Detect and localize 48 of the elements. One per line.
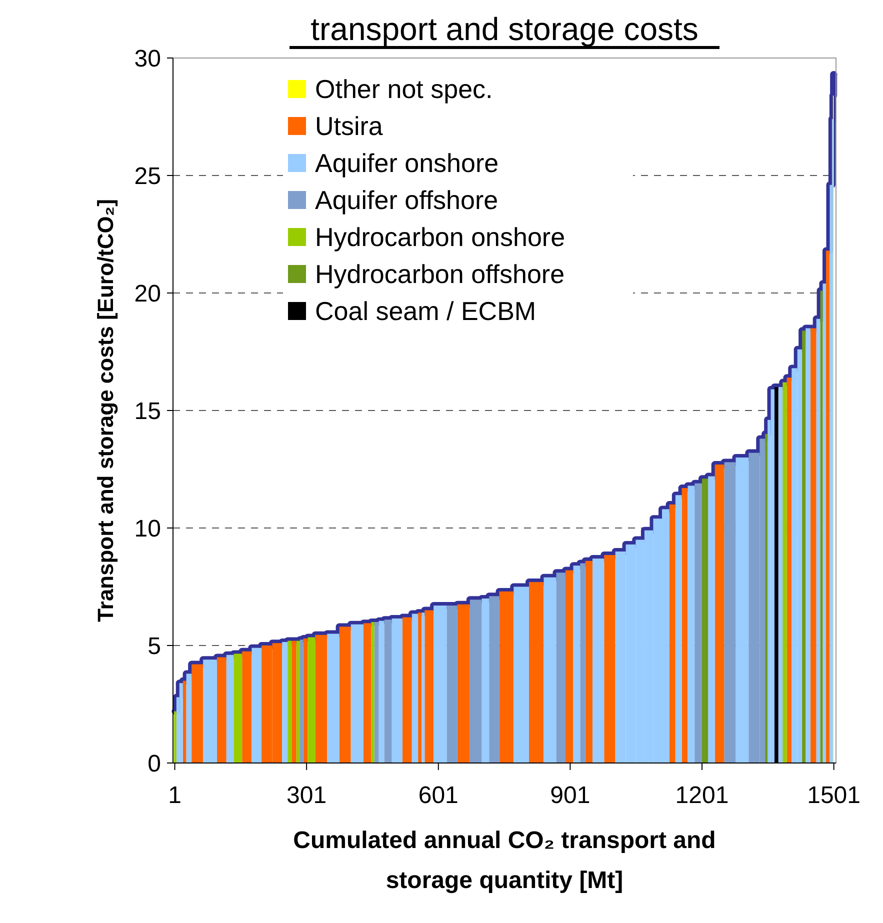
legend-label: Coal seam / ECBM (315, 296, 536, 326)
bar (296, 640, 300, 763)
x-tick-label: 1201 (675, 782, 729, 809)
legend-label: Other not spec. (315, 74, 493, 104)
bar (288, 640, 292, 763)
y-tick-label: 10 (134, 515, 161, 542)
y-tick-label: 25 (134, 162, 161, 190)
bar (371, 622, 374, 763)
legend-label: Aquifer offshore (315, 185, 498, 216)
legend-label: Utsira (315, 111, 384, 142)
y-tick-label: 20 (134, 280, 161, 308)
bar (186, 674, 192, 763)
bar (708, 476, 715, 763)
y-axis-title: Transport and storage costs [Euro/tCO₂] (93, 199, 118, 622)
bar (765, 434, 768, 763)
bar (694, 483, 702, 763)
bar (242, 651, 252, 763)
bar (482, 598, 490, 763)
chart-title: transport and storage costs (310, 11, 698, 47)
bar (216, 657, 226, 763)
x-tick-label: 901 (550, 782, 590, 809)
bar (384, 620, 392, 763)
y-tick-label: 5 (148, 632, 161, 660)
y-tick-label: 0 (148, 750, 161, 778)
bar (573, 566, 580, 763)
x-tick-label: 601 (418, 782, 458, 809)
legend-label: Hydrocarbon onshore (315, 222, 566, 252)
x-tick-label: 1 (168, 782, 182, 809)
x-tick-label: 301 (286, 782, 327, 809)
legend-label: Hydrocarbon offshore (315, 259, 565, 290)
bar (174, 711, 176, 763)
bar (412, 614, 418, 763)
x-axis-title: Cumulated annual CO₂ transport and storage quantity [Mt] (293, 827, 716, 894)
bar (675, 495, 682, 763)
bar (714, 464, 724, 763)
bar (282, 642, 288, 763)
y-tick-label: 15 (134, 398, 161, 425)
bar (802, 330, 806, 763)
bar (782, 382, 787, 763)
bar (565, 570, 574, 763)
bar (688, 486, 695, 763)
bar (226, 654, 234, 763)
bar (556, 572, 566, 763)
x-tick-label: 1501 (807, 782, 860, 809)
bar (402, 617, 412, 763)
y-tick-label: 30 (134, 45, 161, 72)
legend-label: Aquifer onshore (315, 148, 499, 178)
bar (378, 620, 384, 763)
